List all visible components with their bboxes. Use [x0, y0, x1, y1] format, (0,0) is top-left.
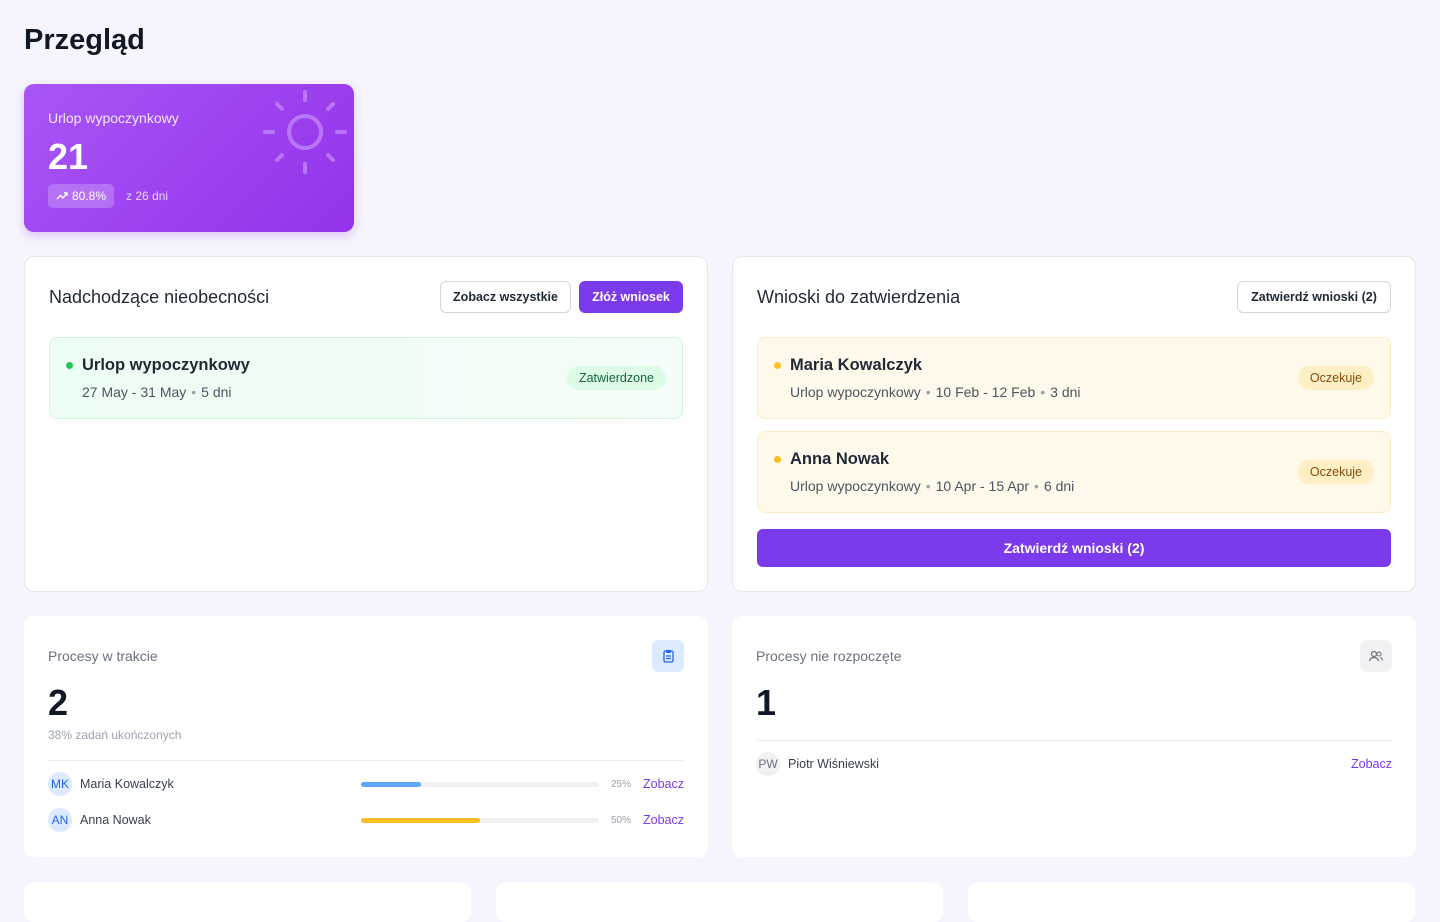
dates: 10 Feb - 12 Feb	[935, 384, 1036, 400]
card-title: Procesy w trakcie	[48, 648, 158, 664]
days: 5 dni	[201, 384, 232, 400]
days: 3 dni	[1050, 384, 1081, 400]
status-dot	[774, 456, 781, 463]
avatar: MK	[48, 772, 72, 796]
absence-details: 27 May - 31 May • 5 dni	[82, 384, 232, 400]
leave-label: Urlop wypoczynkowy	[48, 110, 179, 126]
view-link[interactable]: Zobacz	[643, 813, 684, 827]
employee-name: Anna Nowak	[80, 813, 151, 827]
trend-value: 80.8%	[72, 189, 107, 203]
process-row: PW Piotr Wiśniewski Zobacz	[756, 752, 1392, 776]
view-link[interactable]: Zobacz	[643, 777, 684, 791]
absence-item: Urlop wypoczynkowy 27 May - 31 May • 5 dni…	[49, 337, 683, 419]
process-count: 1	[756, 682, 777, 723]
in-progress-card: Procesy w trakcie 2 38% zadań ukończonyc…	[24, 616, 708, 857]
card-subtitle: 38% zadań ukończonych	[48, 728, 182, 742]
sun-icon	[263, 90, 347, 174]
absence-type: Urlop wypoczynkowy	[82, 356, 250, 374]
status-badge: Oczekuje	[1297, 460, 1374, 484]
card-title: Wnioski do zatwierdzenia	[757, 287, 961, 307]
progress-track	[361, 817, 599, 823]
leave-value: 21	[48, 136, 89, 177]
status-dot	[774, 362, 781, 369]
request-item: Maria Kowalczyk Urlop wypoczynkowy • 10 Fe…	[757, 337, 1391, 419]
process-count: 2	[48, 682, 69, 723]
employee-name: Maria Kowalczyk	[790, 356, 923, 374]
card	[968, 882, 1415, 922]
button[interactable]: Złóż wniosek	[579, 281, 683, 313]
request-item: Anna Nowak Urlop wypoczynkowy • 10 Apr - 1…	[757, 431, 1391, 513]
divider	[756, 740, 1392, 741]
button[interactable]: Zobacz wszystkie	[440, 281, 571, 313]
card	[496, 882, 943, 922]
approve-button[interactable]: Zatwierdź wnioski (2)	[757, 529, 1391, 567]
employee-name: Anna Nowak	[790, 450, 890, 468]
process-row: MK Maria Kowalczyk 25% Zobacz	[48, 772, 684, 796]
trend-icon	[56, 192, 68, 200]
card-title: Procesy nie rozpoczęte	[756, 648, 902, 664]
progress-bar	[361, 817, 480, 823]
process-row: AN Anna Nowak 50% Zobacz	[48, 808, 684, 832]
divider	[48, 760, 684, 761]
clipboard-icon	[652, 640, 684, 672]
leave-note: z 26 dni	[126, 189, 169, 203]
days: 6 dni	[1043, 478, 1075, 494]
card-title: Nadchodzące nieobecności	[49, 287, 270, 307]
button[interactable]: Zatwierdź wnioski (2)	[1237, 281, 1391, 313]
avatar: PW	[756, 752, 780, 776]
trend-badge: 80.8%	[48, 184, 115, 208]
employee-name: Maria Kowalczyk	[80, 777, 174, 791]
view-link[interactable]: Zobacz	[1351, 757, 1392, 771]
leave-type: Urlop wypoczynkowy	[790, 384, 921, 400]
users-icon	[1360, 640, 1392, 672]
progress-label: 25%	[611, 778, 632, 790]
employee-name: Piotr Wiśniewski	[788, 757, 879, 771]
request-details: Urlop wypoczynkowy • 10 Apr - 15 Apr • 6 dni	[790, 478, 1075, 494]
progress-label: 50%	[611, 814, 632, 826]
not-started-card: Procesy nie rozpoczęte 1 PW Piotr Wiśniew…	[732, 616, 1416, 857]
status-badge: Oczekuje	[1297, 366, 1374, 390]
progress-track	[361, 781, 599, 787]
dates: 10 Apr - 15 Apr	[935, 478, 1030, 494]
upcoming-card: Nadchodzące nieobecności Zobacz wszystki…	[24, 256, 708, 592]
dates: 27 May - 31 May	[82, 384, 187, 400]
page-title: Przegląd	[24, 24, 145, 56]
avatar: AN	[48, 808, 72, 832]
status-dot	[66, 362, 73, 369]
progress-bar	[361, 781, 421, 787]
request-details: Urlop wypoczynkowy • 10 Feb - 12 Feb • 3 dni	[790, 384, 1081, 400]
page: Przegląd Urlop wypoczynkowy 21 80.8% z 2…	[24, 24, 1416, 857]
leave-card: Urlop wypoczynkowy 21 80.8% z 26 dni	[24, 84, 354, 232]
status-badge: Zatwierdzone	[566, 366, 666, 390]
card	[24, 882, 471, 922]
leave-type: Urlop wypoczynkowy	[790, 478, 921, 494]
approvals-card: Wnioski do zatwierdzenia Zatwierdź wnios…	[732, 256, 1416, 592]
